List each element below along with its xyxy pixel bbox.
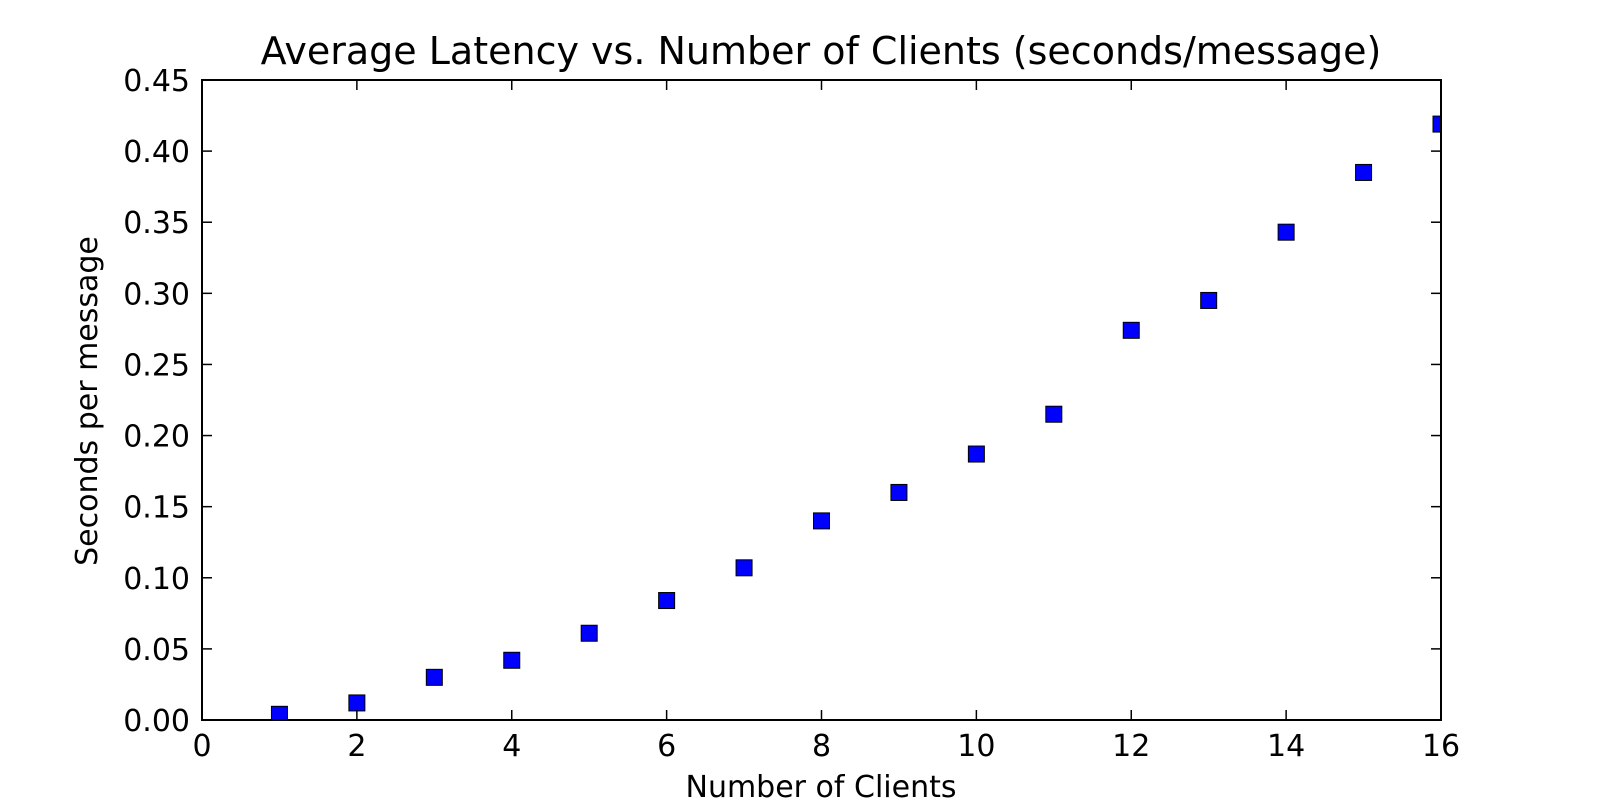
x-tick-label: 0 bbox=[192, 729, 211, 764]
data-point bbox=[1355, 163, 1373, 181]
y-tick-label: 0.20 bbox=[123, 420, 190, 455]
data-point bbox=[270, 705, 288, 720]
data-point bbox=[658, 592, 676, 610]
x-tick-label: 4 bbox=[502, 729, 521, 764]
y-tick-label: 0.35 bbox=[123, 206, 190, 241]
y-axis-label: Seconds per message bbox=[70, 236, 105, 566]
chart-title: Average Latency vs. Number of Clients (s… bbox=[261, 29, 1382, 73]
x-tick-label: 6 bbox=[657, 729, 676, 764]
data-points bbox=[270, 115, 1441, 720]
data-point bbox=[735, 559, 753, 577]
data-point bbox=[348, 694, 366, 712]
data-point bbox=[890, 483, 908, 501]
y-tick-label: 0.15 bbox=[123, 491, 190, 526]
y-tick-label: 0.25 bbox=[123, 348, 190, 383]
x-tick-label: 10 bbox=[957, 729, 995, 764]
data-point bbox=[967, 445, 985, 463]
x-axis-label: Number of Clients bbox=[686, 770, 957, 800]
data-point bbox=[503, 651, 521, 669]
data-point bbox=[1122, 321, 1140, 339]
y-tick-label: 0.10 bbox=[123, 562, 190, 597]
x-tick-label: 2 bbox=[347, 729, 366, 764]
data-point bbox=[813, 512, 830, 530]
y-tick-label: 0.05 bbox=[123, 633, 190, 668]
x-tick-label: 12 bbox=[1112, 729, 1150, 764]
plot-area: 0 2 4 6 8 10 12 14 16 0.00 0.05 0.10 0.15 0.20 0.25 0.3… bbox=[123, 64, 1460, 764]
data-point bbox=[580, 624, 598, 642]
y-tick-label: 0.45 bbox=[123, 64, 190, 99]
data-point bbox=[1200, 291, 1218, 309]
y-tick-label: 0.30 bbox=[123, 277, 190, 312]
data-point bbox=[1432, 115, 1441, 133]
y-tick-label: 0.00 bbox=[123, 704, 190, 739]
data-point bbox=[425, 668, 443, 686]
x-tick-label: 14 bbox=[1267, 729, 1305, 764]
data-point bbox=[1045, 405, 1063, 423]
plot-frame bbox=[201, 79, 1442, 721]
x-tick-label: 8 bbox=[812, 729, 831, 764]
x-tick-label: 16 bbox=[1422, 729, 1460, 764]
data-point bbox=[1277, 223, 1295, 241]
y-tick-label: 0.40 bbox=[123, 135, 190, 170]
